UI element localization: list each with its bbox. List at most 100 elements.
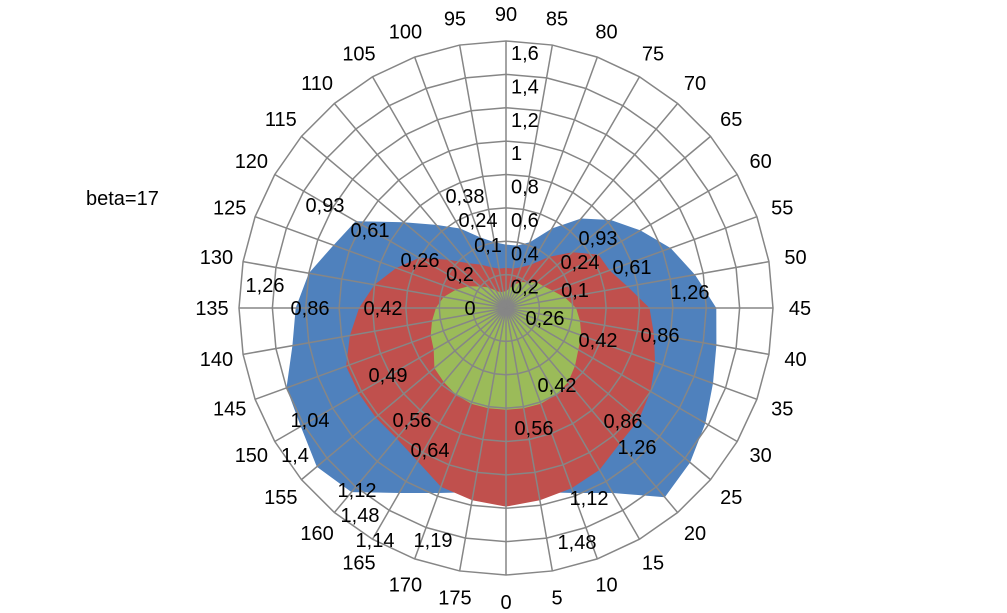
category-label: 45 [789, 298, 811, 320]
data-label: 0,1 [561, 280, 589, 302]
category-label: 40 [784, 349, 806, 371]
category-label: 140 [200, 349, 233, 371]
grid-spoke [242, 260, 507, 309]
data-label: 1,26 [671, 282, 710, 304]
grid-spoke [242, 307, 507, 356]
data-label: 1,48 [558, 532, 597, 554]
category-label: 75 [642, 43, 664, 65]
category-label: 100 [389, 22, 422, 44]
data-label: 0,86 [291, 298, 330, 320]
grid-spoke [254, 307, 507, 401]
category-label: 175 [438, 588, 471, 610]
grid-spoke [333, 307, 507, 514]
grid-spoke [505, 56, 599, 309]
data-label: 0,26 [401, 250, 440, 272]
radial-tick-label: 0,6 [511, 210, 539, 232]
category-label: 110 [301, 73, 333, 95]
category-label: 60 [749, 151, 771, 173]
grid-spoke [505, 307, 738, 443]
category-label: 115 [265, 109, 297, 131]
data-label: 0,2 [446, 264, 474, 286]
data-label: 1,26 [618, 437, 657, 459]
category-label: 5 [551, 588, 562, 610]
grid-spoke [371, 76, 507, 309]
category-label: 20 [684, 523, 706, 545]
data-label: 1,12 [570, 488, 609, 510]
radial-tick-label: 1 [511, 143, 522, 165]
category-label: 125 [213, 197, 246, 219]
radial-tick-label: 1,4 [511, 76, 539, 98]
category-label: 165 [342, 553, 375, 575]
grid-spoke [274, 173, 507, 309]
data-label: 1,12 [338, 480, 377, 502]
grid-spoke [333, 102, 507, 309]
category-label: 80 [595, 22, 617, 44]
data-label: 0,93 [306, 195, 345, 217]
grid-spoke [505, 215, 758, 309]
data-label: 0,26 [526, 308, 565, 330]
category-label: 160 [300, 523, 333, 545]
data-label: 1,48 [341, 505, 380, 527]
grid-spoke [413, 307, 507, 560]
category-label: 120 [235, 151, 268, 173]
category-label: 170 [389, 574, 422, 596]
category-label: 65 [720, 109, 742, 131]
data-label: 0,24 [459, 210, 498, 232]
radial-tick-label: 0,2 [511, 277, 539, 299]
category-label: 25 [720, 487, 742, 509]
radial-tick-label: 1,6 [511, 43, 539, 65]
data-label: 0,86 [641, 325, 680, 347]
category-label: 30 [749, 445, 771, 467]
data-label: 0,24 [561, 252, 600, 274]
grid-spoke [505, 307, 679, 514]
grid-spoke [505, 173, 738, 309]
category-label: 95 [444, 8, 466, 30]
grid-spoke [505, 307, 712, 481]
data-label: 1,04 [291, 410, 330, 432]
data-label: 0,42 [579, 330, 618, 352]
grid-spoke [505, 307, 554, 572]
radial-tick-label: 0,4 [511, 243, 539, 265]
category-label: 50 [784, 247, 806, 269]
data-label: 1,19 [414, 530, 453, 552]
grid-spoke [300, 135, 507, 309]
category-label: 15 [642, 553, 664, 575]
grid-spoke [505, 260, 770, 309]
grid-spoke [300, 307, 507, 481]
grid-spoke [505, 307, 641, 540]
data-label: 1,26 [246, 275, 285, 297]
category-label: 0 [500, 592, 511, 613]
grid-spoke [371, 307, 507, 540]
category-label: 130 [200, 247, 233, 269]
data-label: 0,42 [538, 375, 577, 397]
data-label: 0,56 [515, 418, 554, 440]
category-label: 35 [771, 399, 793, 421]
grid-spoke [505, 307, 599, 560]
grid-spoke [254, 215, 507, 309]
grid-spoke [505, 76, 641, 309]
category-label: 105 [342, 43, 375, 65]
data-label: 0,93 [579, 228, 618, 250]
grid-spoke [274, 307, 507, 443]
data-label: 0,64 [411, 440, 450, 462]
data-label: 0 [464, 298, 475, 320]
data-label: 0,61 [613, 257, 652, 279]
data-label: 0,42 [364, 298, 403, 320]
grid-spoke [505, 307, 758, 401]
category-label: 10 [595, 574, 617, 596]
category-label: 90 [495, 4, 517, 26]
data-label: 0,1 [474, 235, 502, 257]
grid-spoke [413, 56, 507, 309]
grid-spoke [505, 44, 554, 309]
radial-tick-label: 0,8 [511, 177, 539, 199]
grid-spoke [505, 102, 679, 309]
grid-spoke [505, 135, 712, 309]
category-label: 150 [235, 445, 268, 467]
category-label: 135 [195, 298, 228, 320]
data-label: 0,61 [351, 220, 390, 242]
radial-tick-label: 1,2 [511, 110, 539, 132]
grid-spoke [458, 307, 507, 572]
data-label: 1,14 [356, 530, 395, 552]
